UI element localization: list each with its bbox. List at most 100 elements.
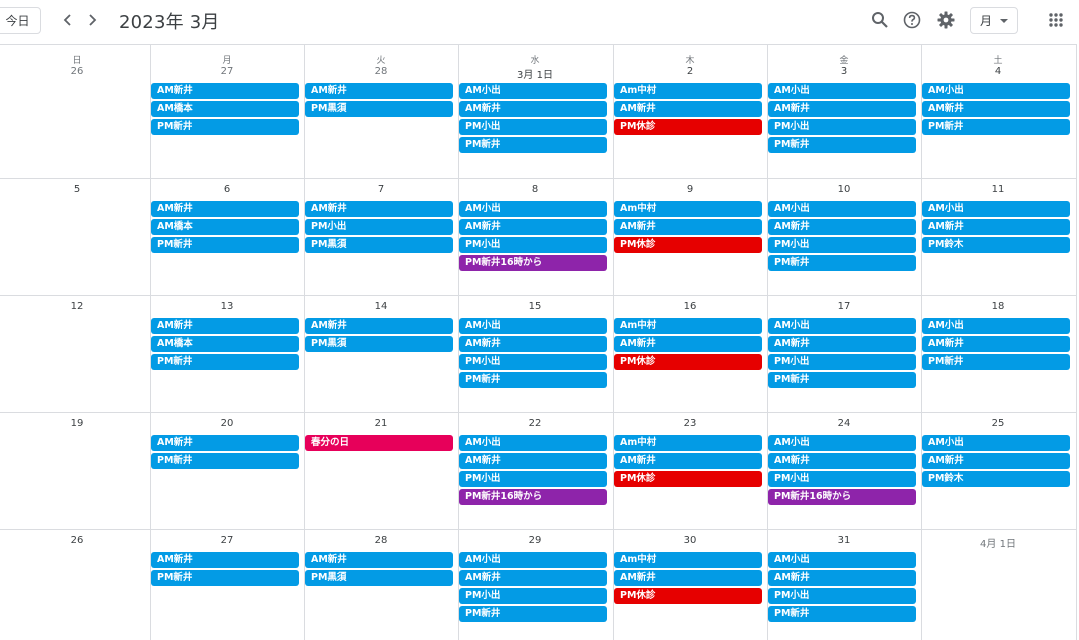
- day-number[interactable]: 20: [220, 418, 234, 429]
- calendar-event[interactable]: PM新井16時から: [768, 489, 916, 505]
- day-number[interactable]: 3月 1日: [517, 70, 553, 81]
- calendar-event[interactable]: PM新井: [768, 606, 916, 622]
- calendar-event[interactable]: AM新井: [768, 570, 916, 586]
- day-number[interactable]: 27: [220, 66, 234, 77]
- day-number[interactable]: 7: [377, 184, 385, 195]
- day-number[interactable]: 27: [220, 535, 234, 546]
- calendar-event[interactable]: AM小出: [922, 318, 1070, 334]
- calendar-event[interactable]: PM新井: [151, 354, 299, 370]
- calendar-event[interactable]: AM新井: [459, 570, 607, 586]
- calendar-event[interactable]: AM小出: [768, 201, 916, 217]
- calendar-event[interactable]: AM小出: [922, 83, 1070, 99]
- day-number[interactable]: 29: [528, 535, 542, 546]
- calendar-event[interactable]: AM小出: [768, 552, 916, 568]
- calendar-event[interactable]: PM黒須: [305, 101, 453, 117]
- calendar-event[interactable]: AM新井: [459, 336, 607, 352]
- calendar-event[interactable]: PM新井: [151, 453, 299, 469]
- day-number[interactable]: 15: [528, 301, 542, 312]
- calendar-event[interactable]: AM新井: [151, 552, 299, 568]
- calendar-event[interactable]: PM新井16時から: [459, 489, 607, 505]
- calendar-event[interactable]: PM休診: [614, 588, 762, 604]
- day-number[interactable]: 16: [683, 301, 697, 312]
- calendar-event[interactable]: 春分の日: [305, 435, 453, 451]
- calendar-event[interactable]: Am中村: [614, 552, 762, 568]
- calendar-event[interactable]: PM新井: [768, 372, 916, 388]
- calendar-event[interactable]: PM新井: [151, 119, 299, 135]
- calendar-event[interactable]: AM新井: [305, 83, 453, 99]
- calendar-event[interactable]: PM小出: [768, 237, 916, 253]
- calendar-event[interactable]: PM新井: [459, 372, 607, 388]
- calendar-event[interactable]: AM新井: [305, 318, 453, 334]
- day-number[interactable]: 31: [837, 535, 851, 546]
- calendar-event[interactable]: PM新井: [768, 137, 916, 153]
- calendar-event[interactable]: AM新井: [614, 101, 762, 117]
- calendar-event[interactable]: AM小出: [922, 201, 1070, 217]
- day-number[interactable]: 4: [994, 66, 1002, 77]
- calendar-event[interactable]: Am中村: [614, 318, 762, 334]
- calendar-event[interactable]: PM小出: [768, 588, 916, 604]
- calendar-event[interactable]: PM鈴木: [922, 237, 1070, 253]
- calendar-event[interactable]: PM新井: [768, 255, 916, 271]
- calendar-event[interactable]: PM小出: [459, 471, 607, 487]
- view-select[interactable]: 月: [970, 7, 1018, 34]
- calendar-event[interactable]: AM新井: [151, 201, 299, 217]
- next-month-button[interactable]: [80, 8, 104, 32]
- calendar-event[interactable]: AM橋本: [151, 101, 299, 117]
- help-button[interactable]: [900, 8, 924, 32]
- day-number[interactable]: 3: [840, 66, 848, 77]
- day-number[interactable]: 26: [70, 535, 84, 546]
- calendar-event[interactable]: PM新井: [151, 237, 299, 253]
- calendar-event[interactable]: AM橋本: [151, 219, 299, 235]
- calendar-event[interactable]: PM黒須: [305, 570, 453, 586]
- calendar-event[interactable]: Am中村: [614, 83, 762, 99]
- calendar-event[interactable]: PM小出: [459, 119, 607, 135]
- calendar-event[interactable]: AM新井: [151, 318, 299, 334]
- calendar-event[interactable]: AM新井: [459, 219, 607, 235]
- day-number[interactable]: 9: [686, 184, 694, 195]
- day-number[interactable]: 2: [686, 66, 694, 77]
- calendar-event[interactable]: AM小出: [459, 83, 607, 99]
- calendar-event[interactable]: AM新井: [459, 453, 607, 469]
- calendar-event[interactable]: AM小出: [768, 318, 916, 334]
- calendar-event[interactable]: PM黒須: [305, 237, 453, 253]
- calendar-event[interactable]: Am中村: [614, 201, 762, 217]
- calendar-event[interactable]: AM新井: [305, 201, 453, 217]
- day-number[interactable]: 4月 1日: [980, 539, 1016, 550]
- calendar-event[interactable]: PM休診: [614, 354, 762, 370]
- calendar-event[interactable]: AM新井: [768, 453, 916, 469]
- calendar-event[interactable]: PM新井: [922, 354, 1070, 370]
- calendar-event[interactable]: AM新井: [922, 101, 1070, 117]
- day-number[interactable]: 26: [70, 66, 84, 77]
- calendar-event[interactable]: AM新井: [768, 101, 916, 117]
- today-button[interactable]: 今日: [0, 7, 41, 34]
- settings-button[interactable]: [934, 8, 958, 32]
- day-number[interactable]: 17: [837, 301, 851, 312]
- calendar-event[interactable]: PM休診: [614, 119, 762, 135]
- calendar-event[interactable]: PM小出: [459, 237, 607, 253]
- calendar-event[interactable]: AM新井: [614, 219, 762, 235]
- calendar-event[interactable]: AM小出: [459, 318, 607, 334]
- calendar-event[interactable]: AM新井: [768, 219, 916, 235]
- calendar-event[interactable]: PM小出: [768, 471, 916, 487]
- search-button[interactable]: [868, 8, 892, 32]
- day-number[interactable]: 14: [374, 301, 388, 312]
- day-number[interactable]: 18: [991, 301, 1005, 312]
- calendar-event[interactable]: PM鈴木: [922, 471, 1070, 487]
- calendar-event[interactable]: AM新井: [614, 453, 762, 469]
- calendar-event[interactable]: Am中村: [614, 435, 762, 451]
- calendar-event[interactable]: AM新井: [614, 336, 762, 352]
- calendar-event[interactable]: AM小出: [922, 435, 1070, 451]
- calendar-event[interactable]: AM小出: [768, 83, 916, 99]
- calendar-event[interactable]: AM新井: [151, 83, 299, 99]
- calendar-event[interactable]: AM新井: [768, 336, 916, 352]
- calendar-event[interactable]: PM新井: [151, 570, 299, 586]
- calendar-event[interactable]: PM新井: [922, 119, 1070, 135]
- day-number[interactable]: 30: [683, 535, 697, 546]
- day-number[interactable]: 19: [70, 418, 84, 429]
- calendar-event[interactable]: AM新井: [922, 453, 1070, 469]
- day-number[interactable]: 25: [991, 418, 1005, 429]
- calendar-event[interactable]: AM小出: [459, 435, 607, 451]
- day-number[interactable]: 8: [531, 184, 539, 195]
- day-number[interactable]: 28: [374, 66, 388, 77]
- calendar-event[interactable]: AM新井: [614, 570, 762, 586]
